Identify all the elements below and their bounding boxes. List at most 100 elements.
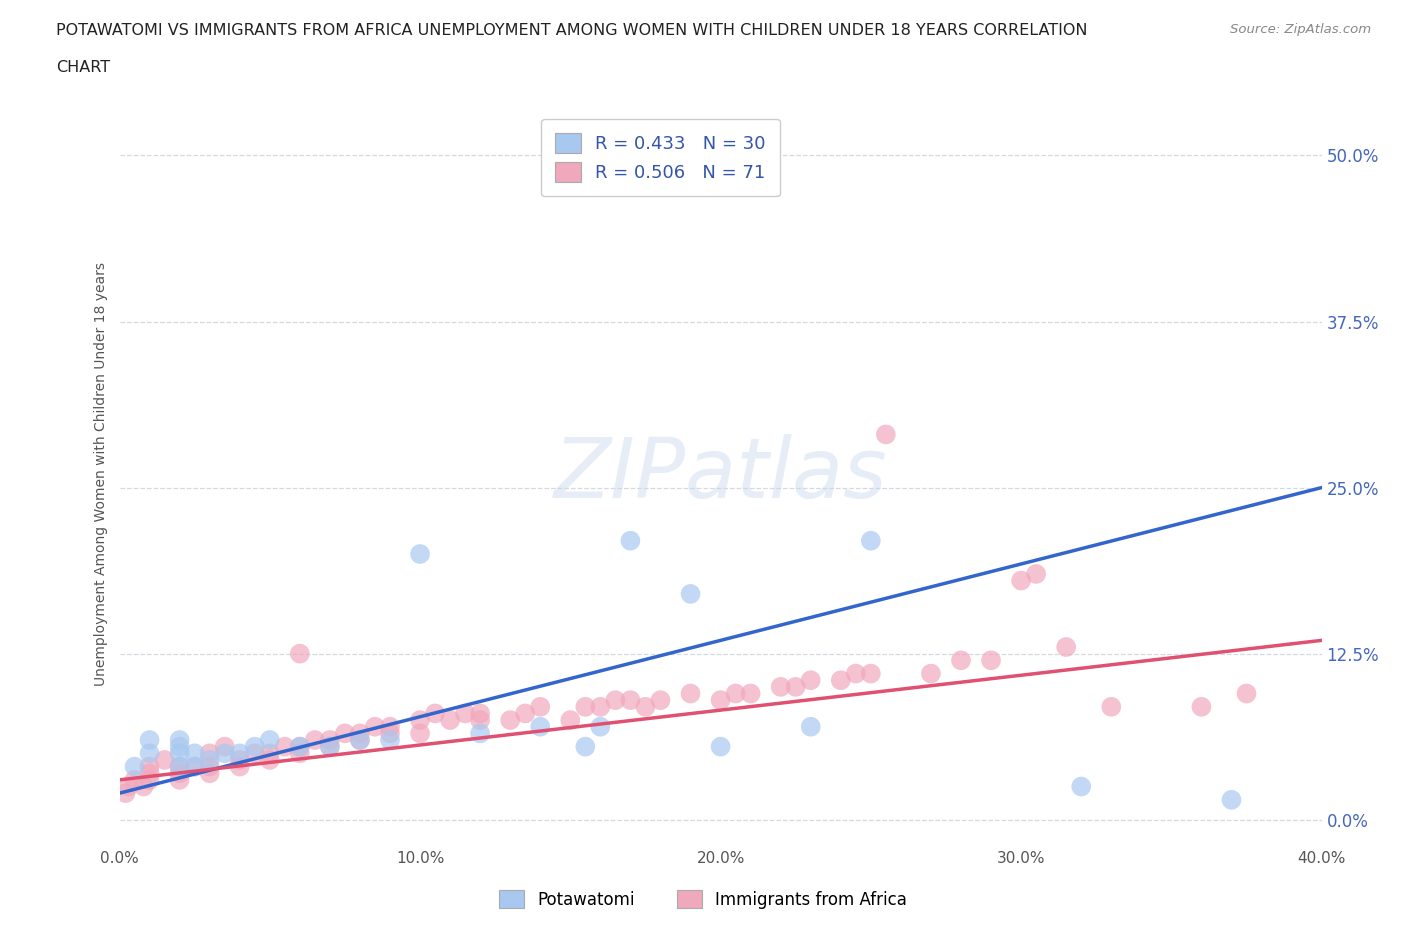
Point [769,680,792,695]
Point [319,739,342,754]
Point [468,712,492,727]
Point [214,746,236,761]
Y-axis label: Unemployment Among Women with Children Under 18 years: Unemployment Among Women with Children U… [94,262,108,686]
Point [785,680,807,695]
Point [1099,699,1122,714]
Point [349,733,371,748]
Point [650,693,672,708]
Point [124,773,146,788]
Point [243,746,266,761]
Point [288,739,311,754]
Point [468,726,492,741]
Point [378,719,401,734]
Legend: R = 0.433   N = 30, R = 0.506   N = 71: R = 0.433 N = 30, R = 0.506 N = 71 [541,119,780,196]
Point [183,759,205,774]
Point [1054,640,1077,655]
Point [619,533,641,548]
Point [1025,566,1047,581]
Point [619,693,641,708]
Point [138,759,160,774]
Point [169,759,191,774]
Point [529,699,551,714]
Point [333,726,356,741]
Point [574,699,596,714]
Text: CHART: CHART [56,60,110,75]
Point [153,752,176,767]
Point [740,686,762,701]
Text: Source: ZipAtlas.com: Source: ZipAtlas.com [1230,23,1371,36]
Point [274,739,297,754]
Point [529,719,551,734]
Point [198,759,221,774]
Point [138,765,160,780]
Point [114,786,136,801]
Point [1010,573,1032,588]
Point [800,719,823,734]
Point [288,746,311,761]
Point [124,759,146,774]
Point [679,587,702,602]
Point [724,686,747,701]
Point [950,653,973,668]
Text: ZIPatlas: ZIPatlas [554,433,887,515]
Point [859,666,882,681]
Point [169,765,191,780]
Point [169,739,191,754]
Point [589,719,612,734]
Point [634,699,657,714]
Point [228,752,252,767]
Point [560,712,582,727]
Point [409,726,432,741]
Point [859,533,882,548]
Point [980,653,1002,668]
Point [259,746,281,761]
Point [574,739,596,754]
Point [409,712,432,727]
Point [138,746,160,761]
Point [138,773,160,788]
Point [875,427,897,442]
Point [288,739,311,754]
Point [1236,686,1258,701]
Point [709,693,731,708]
Point [830,672,852,687]
Point [589,699,612,714]
Point [319,739,342,754]
Point [439,712,461,727]
Point [169,733,191,748]
Point [132,779,155,794]
Point [198,765,221,780]
Point [169,759,191,774]
Point [709,739,731,754]
Point [304,733,326,748]
Point [259,733,281,748]
Point [845,666,868,681]
Point [378,733,401,748]
Point [605,693,627,708]
Point [169,746,191,761]
Point [138,733,160,748]
Point [1070,779,1092,794]
Point [364,719,387,734]
Point [288,646,311,661]
Point [198,746,221,761]
Point [499,712,522,727]
Point [920,666,942,681]
Point [454,706,477,721]
Point [349,726,371,741]
Point [1189,699,1212,714]
Legend: Potawatomi, Immigrants from Africa: Potawatomi, Immigrants from Africa [491,882,915,917]
Point [468,706,492,721]
Point [409,547,432,562]
Point [423,706,446,721]
Point [319,733,342,748]
Text: POTAWATOMI VS IMMIGRANTS FROM AFRICA UNEMPLOYMENT AMONG WOMEN WITH CHILDREN UNDE: POTAWATOMI VS IMMIGRANTS FROM AFRICA UNE… [56,23,1088,38]
Point [183,746,205,761]
Point [259,752,281,767]
Point [243,739,266,754]
Point [169,773,191,788]
Point [198,752,221,767]
Point [1220,792,1243,807]
Point [800,672,823,687]
Point [378,726,401,741]
